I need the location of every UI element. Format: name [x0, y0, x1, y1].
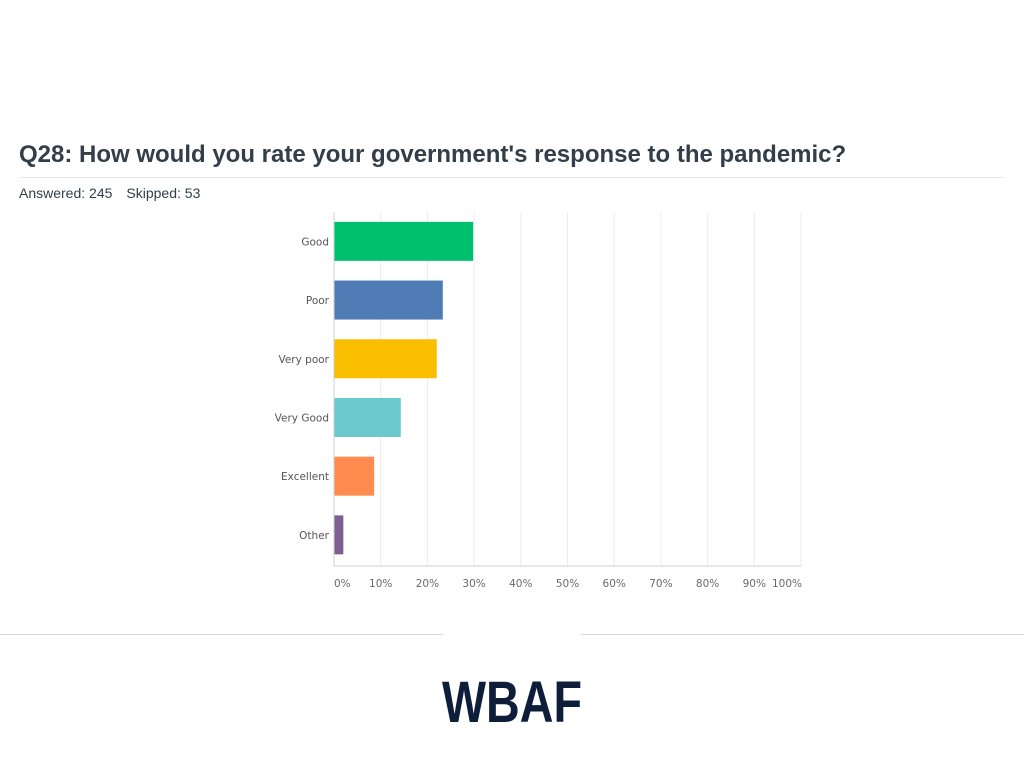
- x-tick-label: 70%: [649, 578, 672, 590]
- question-title: Q28: How would you rate your government'…: [19, 141, 847, 168]
- bar-chart: Good Poor Very poor Very Good Excellent Other…: [275, 212, 802, 590]
- bar-excellent: [334, 456, 375, 496]
- category-labels: Good Poor Very poor Very Good Excellent Other: [275, 236, 330, 541]
- bar-very-good: [334, 397, 401, 437]
- response-stats: Answered: 245 Skipped: 53: [19, 185, 200, 201]
- category-label: Very poor: [278, 354, 329, 366]
- x-tick-label: 80%: [696, 578, 719, 590]
- bar-poor: [334, 280, 443, 320]
- category-label: Very Good: [275, 412, 329, 424]
- x-tick-label: 30%: [462, 578, 485, 590]
- x-tick-label: 20%: [416, 578, 439, 590]
- bar-very-poor: [334, 339, 437, 379]
- bar-other: [334, 515, 344, 555]
- chart-axes: [333, 212, 801, 567]
- x-tick-label: 40%: [509, 578, 532, 590]
- x-tick-label: 50%: [556, 578, 579, 590]
- x-tick-label: 0%: [334, 578, 351, 590]
- category-label: Poor: [306, 295, 330, 307]
- category-label: Excellent: [281, 471, 329, 483]
- category-label: Other: [299, 530, 329, 542]
- x-axis-tick-labels: 0% 10% 20% 30% 40% 50% 60% 70% 80% 90% 100%: [334, 578, 802, 590]
- chart-gridlines: [380, 212, 802, 566]
- skipped-count: Skipped: 53: [126, 185, 201, 201]
- title-divider: [19, 177, 1005, 178]
- x-tick-label: 10%: [369, 578, 392, 590]
- wbaf-logo: WBAF: [442, 670, 584, 735]
- x-tick-label: 60%: [603, 578, 626, 590]
- x-tick-label: 100%: [772, 578, 802, 590]
- bar-good: [334, 221, 474, 261]
- logo-wordmark: WBAF: [442, 676, 582, 728]
- x-tick-label: 90%: [743, 578, 766, 590]
- footer-divider-right: [581, 634, 1024, 635]
- chart-bars: [334, 221, 474, 555]
- footer-divider-left: [0, 634, 443, 635]
- category-label: Good: [301, 236, 329, 248]
- answered-count: Answered: 245: [19, 185, 113, 201]
